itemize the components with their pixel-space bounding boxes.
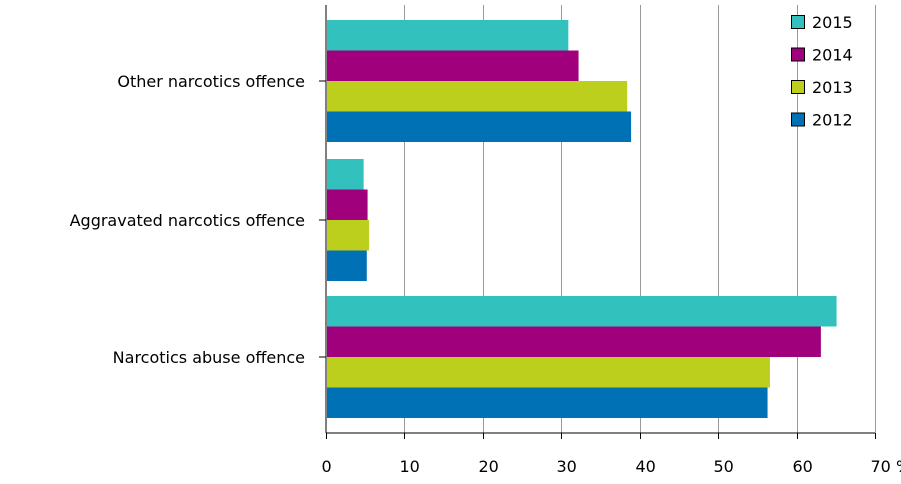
bar-2012-narcotics-abuse-offence: [327, 387, 768, 418]
bar-2014-aggravated-narcotics-offence: [327, 189, 368, 220]
bar-2014-other-narcotics-offence: [327, 50, 579, 81]
x-tick-label-0: 0: [322, 457, 332, 476]
x-axis-ticks: 0 10 20 30 40 50 60 70 %: [322, 433, 901, 476]
legend-label-2013: 2013: [812, 78, 853, 97]
bar-2015-other-narcotics-offence: [327, 20, 569, 51]
x-tick-label-70: 70 %: [871, 457, 901, 476]
bar-2013-aggravated-narcotics-offence: [327, 220, 370, 251]
legend-label-2014: 2014: [812, 46, 853, 65]
category-label: Narcotics abuse offence: [113, 348, 305, 367]
legend-swatch-2014: [791, 47, 805, 62]
bar-2014-narcotics-abuse-offence: [327, 326, 821, 357]
x-tick-label-40: 40: [636, 457, 656, 476]
bar-2015-aggravated-narcotics-offence: [327, 159, 364, 190]
x-tick-label-10: 10: [400, 457, 420, 476]
x-tick-label-20: 20: [479, 457, 499, 476]
bars: [327, 20, 837, 418]
bar-2013-other-narcotics-offence: [327, 81, 628, 112]
bar-2015-narcotics-abuse-offence: [327, 296, 837, 327]
legend-label-2015: 2015: [812, 13, 853, 32]
legend: 2015 2014 2013 2012: [791, 13, 853, 130]
legend-swatch-2012: [791, 112, 805, 127]
bar-2012-aggravated-narcotics-offence: [327, 250, 367, 281]
axes: [325, 5, 875, 434]
legend-label-2012: 2012: [812, 111, 853, 130]
bar-2013-narcotics-abuse-offence: [327, 357, 770, 388]
x-tick-label-30: 30: [557, 457, 577, 476]
legend-swatch-2015: [791, 15, 805, 29]
x-tick-label-60: 60: [793, 457, 813, 476]
bar-2012-other-narcotics-offence: [327, 111, 632, 142]
category-label: Other narcotics offence: [117, 72, 305, 91]
x-tick-label-50: 50: [714, 457, 734, 476]
legend-swatch-2013: [791, 80, 805, 94]
category-label: Aggravated narcotics offence: [70, 211, 305, 230]
category-labels: Other narcotics offence Aggravated narcot…: [70, 72, 326, 367]
